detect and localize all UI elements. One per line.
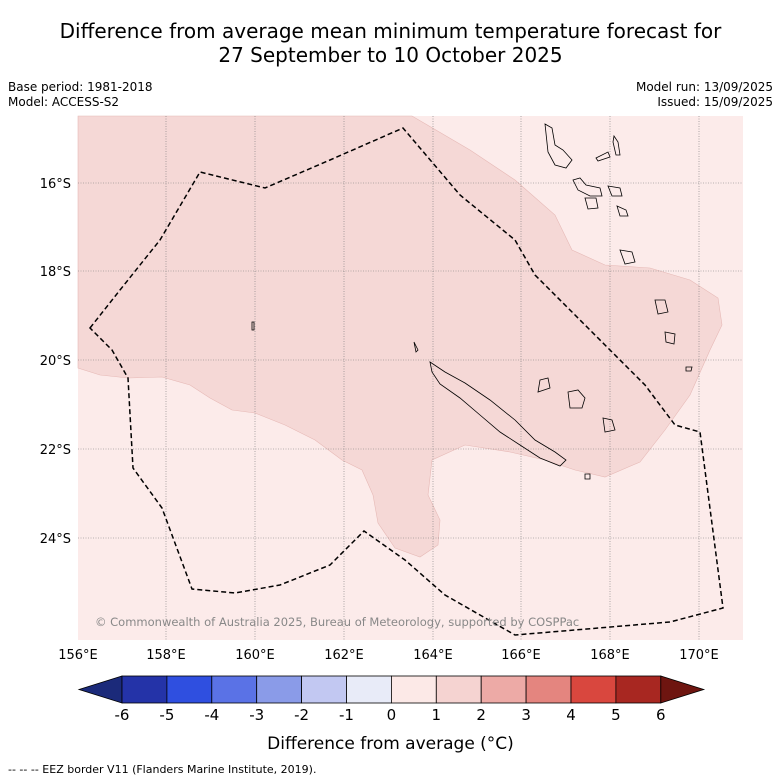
colorbar-bin: [166, 675, 213, 704]
lat-label-18s: 18°S: [40, 265, 71, 280]
colorbar-bin: [301, 675, 347, 704]
island-vanuatu-5: [607, 185, 623, 197]
colorbar-bin: [480, 675, 527, 704]
colorbar-bin: [256, 675, 303, 704]
colorbar-bin: [435, 675, 482, 704]
colorbar-tick-label: -4: [204, 706, 219, 724]
colorbar-bin: [615, 675, 662, 704]
colorbar-bin: [570, 675, 617, 704]
island-loyalty-1: [537, 377, 551, 393]
island-matthew: [654, 299, 669, 315]
island-chesterfield: [251, 321, 255, 331]
island-hunter: [664, 331, 676, 345]
copyright-text: © Commonwealth of Australia 2025, Bureau…: [95, 615, 579, 629]
colorbar-tick-label: -5: [159, 706, 174, 724]
meta-left: Base period: 1981-2018 Model: ACCESS-S2: [8, 80, 153, 110]
new-caledonia-island: [429, 361, 567, 467]
model-run: Model run: 13/09/2025: [635, 80, 773, 94]
anomaly-region-1-2: [77, 115, 723, 558]
island-loyalty-3: [602, 417, 616, 433]
lon-label-156e: 156°E: [58, 648, 98, 663]
island-vanuatu-1: [595, 151, 611, 162]
lon-label-158e: 158°E: [146, 648, 186, 663]
colorbar-tick-label: 5: [611, 706, 621, 724]
colorbar-extend-low: [77, 675, 123, 704]
meta-right: Model run: 13/09/2025 Issued: 15/09/2025: [636, 80, 773, 110]
island-vanuatu-4: [584, 197, 599, 210]
colorbar-tick-label: 6: [656, 706, 666, 724]
colorbar-tick-label: 1: [432, 706, 442, 724]
colorbar: [77, 675, 706, 704]
title-line-2: 27 September to 10 October 2025: [218, 43, 563, 67]
lat-label-20s: 20°S: [40, 354, 71, 369]
lon-label-162e: 162°E: [324, 648, 364, 663]
colorbar-bin: [211, 675, 258, 704]
eez-border: [88, 127, 724, 636]
colorbar-tick-label: -1: [339, 706, 354, 724]
colorbar-tick-label: 3: [521, 706, 531, 724]
gridlines: [78, 116, 743, 640]
lon-label-164e: 164°E: [413, 648, 453, 663]
island-belep: [413, 341, 419, 353]
colorbar-tick-label: 0: [387, 706, 397, 724]
colorbar-bin: [390, 675, 437, 704]
island-vanuatu-2: [612, 134, 621, 156]
colorbar-bin: [121, 675, 168, 704]
colorbar-ticks: -6 -5 -4 -3 -2 -1 0 1 2 3 4 5 6: [115, 706, 666, 724]
island-loyalty-2: [567, 389, 586, 409]
land-outlines: [251, 123, 693, 480]
colorbar-bin: [346, 675, 392, 704]
colorbar-extend-high: [660, 675, 706, 704]
lon-label-166e: 166°E: [501, 648, 541, 663]
map-title: Difference from average mean minimum tem…: [0, 19, 781, 67]
island-vanuatu-north: [544, 123, 573, 169]
lon-labels: 156°E 158°E 160°E 162°E 164°E 166°E 168°…: [58, 648, 719, 663]
lat-label-24s: 24°S: [40, 532, 71, 547]
lon-label-168e: 168°E: [590, 648, 630, 663]
lon-label-160e: 160°E: [235, 648, 275, 663]
colorbar-label: Difference from average (°C): [267, 734, 514, 754]
lat-labels: 16°S 18°S 20°S 22°S 24°S: [40, 177, 71, 547]
island-east: [685, 366, 693, 372]
lat-label-22s: 22°S: [40, 443, 71, 458]
lon-label-170e: 170°E: [679, 648, 719, 663]
colorbar-tick-label: 2: [476, 706, 486, 724]
island-vanuatu-3: [572, 177, 603, 197]
colorbar-bin: [525, 675, 572, 704]
colorbar-tick-label: -3: [249, 706, 264, 724]
island-vanuatu-6: [616, 205, 629, 217]
island-vanuatu-south: [619, 249, 636, 265]
island-pines: [584, 473, 591, 480]
colorbar-tick-label: -2: [294, 706, 309, 724]
title-line-1: Difference from average mean minimum tem…: [59, 19, 722, 43]
colorbar-tick-label: 4: [566, 706, 576, 724]
model-name: Model: ACCESS-S2: [8, 95, 120, 109]
issued-date: Issued: 15/09/2025: [657, 95, 773, 109]
lat-label-16s: 16°S: [40, 177, 71, 192]
footnote: -- -- -- EEZ border V11 (Flanders Marine…: [8, 763, 317, 776]
base-period: Base period: 1981-2018: [8, 80, 153, 94]
colorbar-tick-label: -6: [115, 706, 130, 724]
